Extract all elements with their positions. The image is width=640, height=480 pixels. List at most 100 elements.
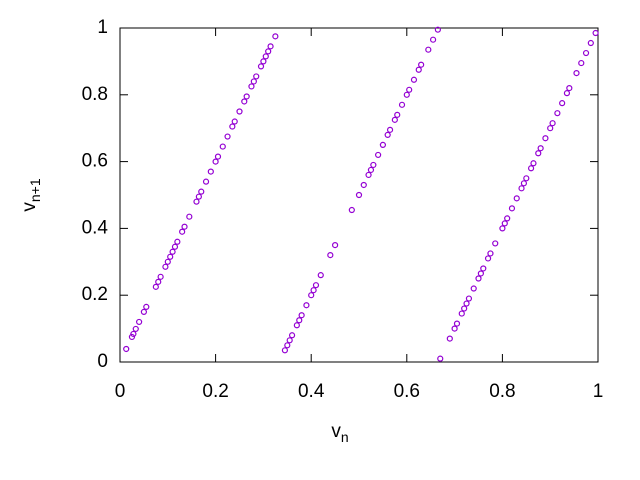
point [508,205,516,212]
point [453,320,461,327]
point [451,325,458,332]
point [587,39,594,47]
point [288,332,296,339]
point [198,188,205,195]
point [179,228,186,235]
point [236,108,243,115]
point [375,151,382,159]
y-axis-label: vn+1 [19,178,43,211]
point [250,78,257,85]
point [370,161,377,169]
point [563,90,571,97]
point [162,263,169,270]
point [573,69,580,77]
point [458,310,465,317]
y-tick-label: 0 [97,351,108,372]
x-tick-label: 0.4 [298,381,325,402]
point [171,243,179,250]
point [477,270,484,277]
point [253,73,260,80]
point [214,153,222,160]
point [437,355,444,362]
point [152,283,159,290]
point [219,143,226,150]
point [418,61,425,68]
point [155,278,162,285]
point [415,66,422,73]
point [348,206,355,214]
point [425,46,432,53]
y-tick-label: 0.8 [82,84,108,105]
point [398,101,406,108]
x-tick-label: 0.8 [489,381,515,402]
point [132,325,139,333]
point [140,308,147,315]
point [559,100,566,107]
point [406,86,413,93]
point [484,255,492,262]
point [308,292,315,299]
point [202,178,210,185]
y-tick-label: 0.6 [82,151,108,172]
x-axis-label: vn [331,421,348,445]
point [181,223,188,230]
point [157,273,164,280]
point [212,158,219,165]
point [475,275,482,282]
point [193,198,200,205]
point [487,250,494,257]
point [281,347,289,354]
point [286,337,293,344]
point [403,91,410,98]
x-axis-label-main: v [331,421,341,442]
point [542,135,549,142]
point [463,300,470,307]
point [257,63,265,70]
point [229,123,236,130]
x-tick-label: 0.6 [394,381,420,402]
x-tick-label: 0 [115,381,126,402]
point [523,175,530,182]
point [566,85,573,92]
point [262,53,269,60]
point [365,171,372,179]
point [296,317,303,324]
point [480,265,487,272]
point [391,116,398,123]
point [310,287,317,294]
point [547,125,554,132]
point [429,36,437,43]
point [386,126,394,133]
point [410,76,418,83]
point [520,180,528,187]
point [243,93,250,100]
point [434,26,441,33]
point [530,160,537,167]
point [130,330,137,338]
point [537,145,544,152]
point [260,58,267,65]
point [195,193,202,200]
point [143,303,150,310]
point [501,220,508,227]
point [136,318,143,326]
point [167,253,174,260]
point [465,295,473,302]
y-tick-label: 0.4 [82,217,109,238]
point [293,322,300,329]
x-axis-label-subscript: n [341,429,349,445]
x-tick-label: 0.2 [202,381,228,402]
point [518,185,525,192]
point [317,272,324,279]
point [298,312,305,319]
y-tick-label: 0.2 [82,284,108,305]
point [578,59,585,67]
point [312,282,320,289]
point [513,195,520,202]
point [527,165,535,172]
point [446,335,453,342]
y-tick-label: 1 [97,17,108,38]
point [461,305,468,312]
point [367,166,375,174]
